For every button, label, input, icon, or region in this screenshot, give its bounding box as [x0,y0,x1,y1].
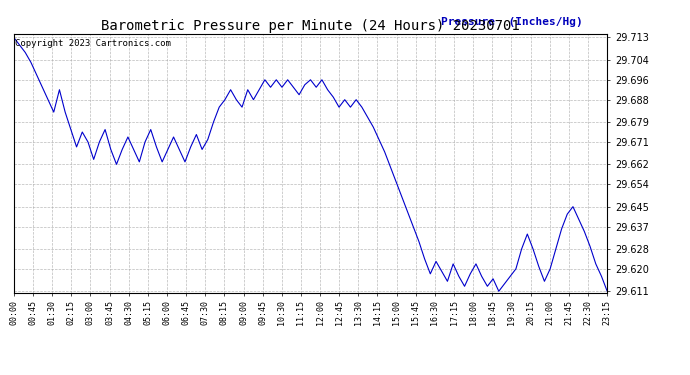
Text: Copyright 2023 Cartronics.com: Copyright 2023 Cartronics.com [15,39,171,48]
Text: Pressure  (Inches/Hg): Pressure (Inches/Hg) [441,17,583,27]
Title: Barometric Pressure per Minute (24 Hours) 20230701: Barometric Pressure per Minute (24 Hours… [101,19,520,33]
